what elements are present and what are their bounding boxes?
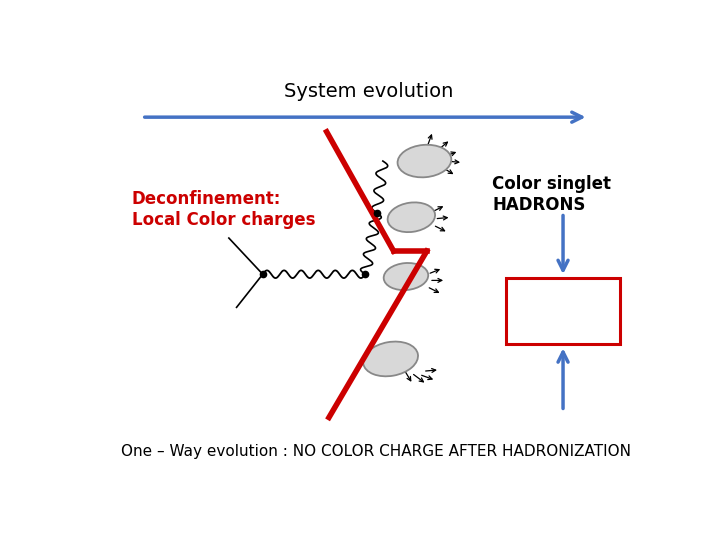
FancyBboxPatch shape [506, 279, 620, 344]
Ellipse shape [363, 342, 418, 376]
Ellipse shape [387, 202, 435, 232]
Text: Deconfinement:
Local Color charges: Deconfinement: Local Color charges [132, 190, 315, 229]
Ellipse shape [384, 263, 428, 290]
Text: System evolution: System evolution [284, 82, 454, 101]
Text: Color singlet
HADRONS: Color singlet HADRONS [492, 175, 611, 213]
Ellipse shape [397, 145, 451, 177]
Text: One – Way evolution : NO COLOR CHARGE AFTER HADRONIZATION: One – Way evolution : NO COLOR CHARGE AF… [121, 444, 631, 459]
Text: Absorbing
State: Absorbing State [521, 292, 605, 330]
